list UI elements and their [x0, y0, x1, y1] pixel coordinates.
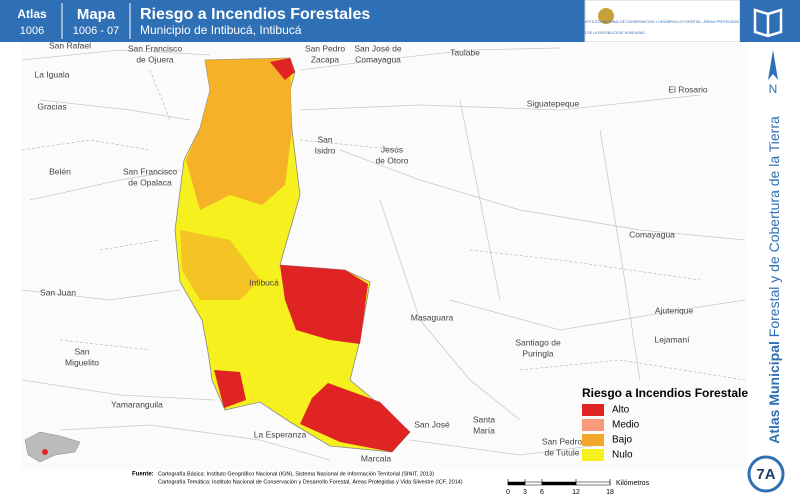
source-line: Cartografía Básica: Instituto Geográfico… [158, 471, 434, 477]
logo-right-text: INSTITUTO NACIONAL DE CONSERVACIÓN Y DES… [582, 19, 778, 24]
place-label: Santiago de [515, 337, 561, 347]
scale-unit: Kilómetros [616, 480, 650, 487]
side-title: Atlas Municipal Forestal y de Cobertura … [766, 116, 782, 444]
legend-swatch [582, 404, 604, 416]
legend-swatch [582, 419, 604, 431]
scale-segment [541, 481, 577, 486]
place-label: San Pedro [305, 43, 345, 53]
legend-label: Medio [612, 420, 640, 431]
header-bar [0, 0, 585, 42]
map-background [22, 42, 747, 470]
side-band [748, 42, 800, 500]
logo-left-text: GOBIERNO DE LA REPÚBLICA DE HONDURAS [567, 31, 645, 35]
high-risk-zone [280, 265, 368, 344]
legend-label: Bajo [612, 435, 632, 446]
place-label: Masaguara [411, 312, 454, 322]
place-label: La Esperanza [254, 429, 307, 439]
place-label: Ajuterique [655, 305, 694, 315]
place-label: San [317, 134, 332, 144]
place-label: El Rosario [668, 84, 707, 94]
page-number: 7A [756, 466, 775, 483]
north-label: N [769, 82, 778, 96]
place-label: San Juan [40, 287, 76, 297]
place-label: María [473, 425, 495, 435]
atlas-number: 1006 [20, 25, 44, 37]
scale-segment [524, 481, 543, 486]
source-label: Fuente: [132, 472, 154, 478]
place-label: San Rafael [49, 40, 91, 50]
place-label: Santa [473, 414, 495, 424]
place-label: Comayagua [629, 229, 675, 239]
place-label: Lejamaní [655, 334, 691, 344]
low-risk-zone [186, 58, 292, 210]
boundaries [21, 69, 746, 381]
roads [21, 47, 746, 461]
place-label: La Iguala [35, 69, 70, 79]
high-risk-zone [214, 370, 246, 408]
place-label: Gracias [37, 101, 66, 111]
place-label: Taulabe [450, 47, 480, 57]
place-label: San [74, 346, 89, 356]
scale-tick-label: 0 [506, 489, 510, 496]
legend-swatch [582, 449, 604, 461]
scale-segment [507, 481, 526, 486]
scale-tick-label: 18 [606, 489, 614, 496]
map-label: Mapa [77, 6, 116, 23]
map-number: 1006 - 07 [73, 25, 119, 37]
place-label: Puringla [522, 348, 553, 358]
side-title-bold: Atlas Municipal [766, 341, 782, 444]
map-title: Riesgo a Incendios Forestales [140, 6, 370, 23]
scale-segment [575, 481, 611, 486]
place-label: de Tutule [545, 447, 580, 457]
place-label: San José de [354, 43, 402, 53]
legend-title: Riesgo a Incendios Forestales [582, 386, 755, 400]
scale-tick-label: 6 [540, 489, 544, 496]
place-label: de Opalaca [128, 177, 172, 187]
scale-tick-label: 12 [572, 489, 580, 496]
place-label: Miguelito [65, 357, 99, 367]
map-subtitle: Municipio de Intibucá, Intibucá [140, 23, 302, 37]
high-risk-zone [270, 58, 295, 80]
atlas-label: Atlas [17, 7, 47, 21]
place-label: Comayagua [355, 54, 401, 64]
logo-emblem [598, 8, 614, 24]
place-label: de Ojuera [136, 54, 174, 64]
page-badge [747, 455, 785, 493]
place-label: Yamaranguila [111, 399, 163, 409]
place-label: Isidro [315, 145, 336, 155]
place-label: San Francisco [123, 166, 178, 176]
scale-tick-label: 3 [523, 489, 527, 496]
legend-swatch [582, 434, 604, 446]
source-line: Cartografía Temática: Instituto Nacional… [158, 478, 463, 485]
place-label: de Otoro [375, 155, 408, 165]
place-label: Marcala [361, 453, 392, 463]
legend-label: Alto [612, 405, 630, 416]
place-label: Intibucá [249, 277, 279, 287]
place-label: San Francisco [128, 43, 183, 53]
place-label: Jesús [381, 144, 403, 154]
place-label: Belén [49, 166, 71, 176]
place-label: Siguatepeque [527, 98, 580, 108]
inset-locator [42, 449, 48, 455]
book-icon [753, 8, 783, 38]
high-risk-zone [300, 383, 410, 452]
place-label: San Pedro [542, 436, 582, 446]
inset-map [24, 431, 81, 463]
north-arrow [768, 50, 778, 80]
low-risk-zone [180, 230, 260, 300]
legend-label: Nulo [612, 450, 633, 461]
place-label: Zacapa [311, 54, 340, 64]
place-label: San José [414, 419, 450, 429]
legend: Riesgo a Incendios Forestales Alto Medio B… [582, 386, 755, 461]
side-title-rest: Forestal y de Cobertura de la Tierra [766, 116, 782, 337]
